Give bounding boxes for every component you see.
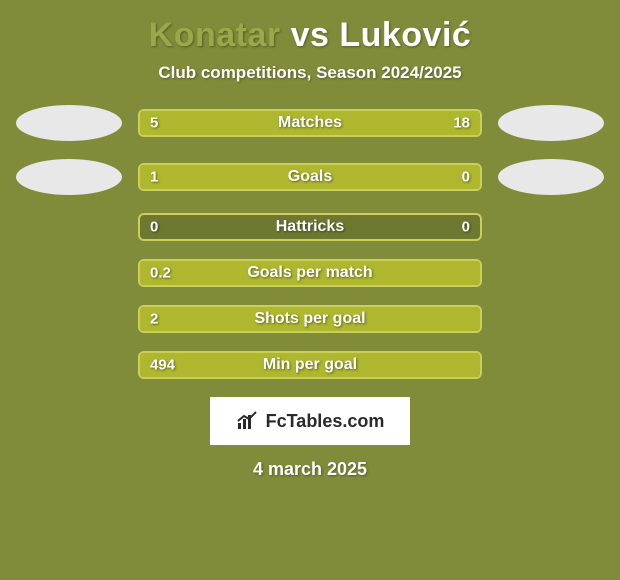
bar-fill-right [439,165,480,189]
stat-rows: Matches518 Goals10 Hattricks0 0 Goals per ma… [10,105,610,379]
player-a-avatar [16,105,122,141]
bar-fill-left [140,353,480,377]
stat-bar: Min per goal494 [138,351,482,379]
player-a-avatar [16,159,122,195]
stat-value-right: 0 [462,219,470,236]
stat-row: Hattricks0 0 [10,213,610,241]
stat-label: Hattricks [140,218,480,236]
stat-row: Goals per match0.2 [10,259,610,287]
stat-row: Min per goal494 [10,351,610,379]
bar-fill-left [140,307,480,331]
player-b-name: Luković [339,16,471,54]
page-title: Konatar vs Luković [10,16,610,55]
subtitle: Club competitions, Season 2024/2025 [10,63,610,83]
stat-bar: Shots per goal2 [138,305,482,333]
bar-fill-right [214,111,480,135]
stat-bar: Goals10 [138,163,482,191]
bar-fill-left [140,165,480,189]
bar-fill-left [140,261,480,285]
comparison-card: Konatar vs Luković Club competitions, Se… [0,0,620,580]
player-a-name: Konatar [149,16,281,54]
player-b-avatar [498,105,604,141]
player-b-avatar [498,159,604,195]
stat-row: Goals10 [10,159,610,195]
chart-icon [236,411,260,431]
vs-text: vs [281,16,340,54]
stat-bar: Matches518 [138,109,482,137]
stat-row: Shots per goal2 [10,305,610,333]
stat-bar: Hattricks0 0 [138,213,482,241]
brand-logo[interactable]: FcTables.com [210,397,410,445]
stat-row: Matches518 [10,105,610,141]
stat-value-left: 0 [150,219,158,236]
date-text: 4 march 2025 [10,459,610,480]
bar-fill-left [140,111,214,135]
brand-text: FcTables.com [266,411,385,432]
stat-bar: Goals per match0.2 [138,259,482,287]
